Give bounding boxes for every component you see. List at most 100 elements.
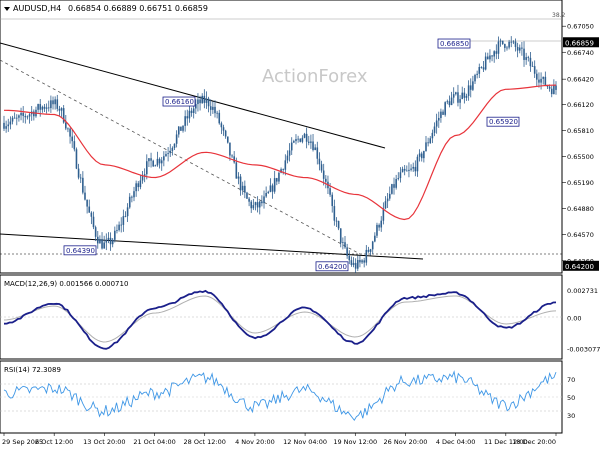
candle-body (135, 183, 137, 192)
candle-body (205, 98, 208, 103)
low-price-label: 0.64200 (565, 263, 594, 271)
candle-body (276, 178, 278, 182)
candle-body (414, 166, 417, 172)
macd-tick-label: 0.002731 (567, 287, 598, 295)
candle-body (386, 198, 389, 202)
annotation-box (315, 261, 349, 272)
rsi-axis: 70 50 30 (567, 376, 575, 420)
annotation-text: 0.66160 (165, 98, 194, 106)
candle-body (96, 236, 99, 244)
candle-body (233, 156, 235, 163)
candle-body (209, 106, 212, 110)
candle-body (69, 128, 71, 137)
macd-tick-label: -0.003077 (567, 345, 600, 353)
candle-body (235, 162, 238, 179)
candle-body (133, 191, 135, 198)
candle-body (197, 99, 199, 105)
candle-body (43, 106, 46, 109)
candle-body (150, 158, 152, 161)
candle-body (148, 158, 150, 162)
candle-body (525, 57, 527, 60)
candle-body (484, 56, 487, 70)
fib-label: 38.2 (552, 12, 566, 19)
price-tick-label: 0.66420 (567, 76, 594, 84)
candle-body (553, 85, 555, 95)
price-tick-label: 0.64880 (567, 205, 594, 213)
candle-body (406, 170, 408, 172)
candle-body (167, 153, 169, 155)
candle-body (303, 133, 306, 138)
lower-trendline (0, 233, 424, 260)
time-tick-label: 19 Nov 12:00 (333, 438, 377, 446)
candle-body (94, 227, 97, 237)
time-tick-label: 28 Oct 12:00 (184, 438, 226, 446)
candle-body (71, 136, 74, 142)
candle-body (114, 230, 116, 240)
candle-body (297, 138, 299, 140)
price-annotation: 0.64390 (63, 245, 97, 256)
candle-body (442, 111, 444, 115)
candle-body (397, 178, 400, 180)
annotation-text: 0.64390 (66, 247, 95, 255)
candle-body (175, 134, 178, 144)
candle-body (222, 127, 225, 131)
candle-body (101, 239, 103, 249)
price-annotations: 0.66850 0.66160 0.65920 0.64390 0.64200 (63, 38, 520, 272)
candle-body (433, 126, 436, 133)
candle-body (84, 192, 86, 200)
candle-body (248, 198, 250, 202)
candle-body (199, 99, 201, 104)
candle-body (256, 202, 259, 208)
macd-tick-label: 0.00 (567, 315, 581, 323)
candle-body (339, 228, 342, 243)
candle-body (45, 107, 48, 109)
candle-body (499, 40, 502, 42)
candle-body (41, 106, 44, 110)
candle-body (226, 136, 229, 143)
candle-body (254, 202, 257, 206)
candle-body (169, 150, 172, 154)
rsi-line (3, 370, 557, 421)
candle-body (429, 138, 432, 144)
candle-body (207, 98, 210, 107)
candle-body (109, 237, 112, 245)
candle-body (350, 260, 353, 265)
price-annotation: 0.64200 (315, 261, 349, 272)
candle-body (267, 191, 270, 194)
candle-body (160, 160, 163, 164)
annotation-text: 0.66850 (440, 40, 469, 48)
candle-body (271, 185, 274, 192)
candle-body (220, 123, 223, 128)
candle-body (497, 41, 500, 54)
time-tick-label: 18 Dec 20:00 (512, 438, 556, 446)
candle-body (263, 196, 265, 204)
candle-body (331, 194, 334, 207)
price-tick-label: 0.66740 (567, 49, 594, 57)
candle-body (128, 196, 131, 208)
price-panel-frame (0, 0, 563, 274)
candle-body (546, 85, 549, 87)
candle-body (367, 249, 370, 252)
price-tick-label: 0.64570 (567, 231, 594, 239)
candle-body (244, 185, 246, 193)
upper-trendline (0, 42, 386, 149)
candle-body (278, 172, 280, 182)
candle-body (378, 224, 380, 228)
candle-body (201, 95, 204, 104)
candle-body (550, 88, 553, 95)
time-tick-label: 11 Dec 12:00 (484, 438, 528, 446)
candle-body (431, 132, 434, 139)
candle-body (455, 92, 457, 95)
candle-body (92, 216, 95, 228)
candle-body (472, 81, 474, 90)
candle-body (77, 168, 80, 178)
candle-body (516, 46, 519, 51)
candles (3, 36, 557, 273)
candle-body (435, 120, 438, 127)
candle-body (312, 141, 314, 151)
candle-body (305, 133, 308, 142)
candle-body (555, 85, 557, 90)
candle-body (495, 51, 498, 54)
time-tick-label: 13 Oct 20:00 (83, 438, 125, 446)
candle-body (250, 201, 253, 209)
